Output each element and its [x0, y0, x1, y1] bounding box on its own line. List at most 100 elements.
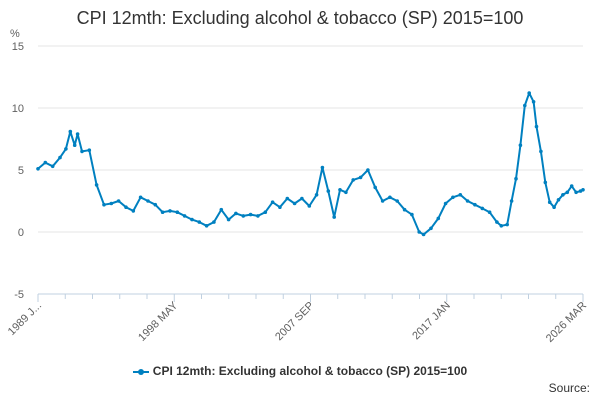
data-point[interactable] [458, 193, 463, 197]
series-layer [36, 91, 585, 237]
data-point[interactable] [182, 214, 187, 218]
data-point[interactable] [320, 165, 325, 170]
y-tick-labels: 15 10 5 0 -5 [12, 41, 24, 301]
data-point[interactable] [569, 184, 574, 188]
data-point[interactable] [197, 220, 202, 224]
data-point[interactable] [523, 103, 527, 108]
data-point[interactable] [36, 167, 40, 171]
data-point[interactable] [429, 226, 433, 231]
legend-marker-icon [132, 368, 149, 375]
data-point[interactable] [451, 195, 455, 200]
data-point[interactable] [168, 209, 172, 213]
data-point[interactable] [539, 149, 543, 154]
data-point[interactable] [518, 143, 523, 147]
data-point[interactable] [388, 195, 392, 200]
data-point[interactable] [565, 190, 570, 195]
data-point[interactable] [248, 212, 253, 217]
data-point[interactable] [373, 185, 378, 190]
data-point[interactable] [68, 129, 73, 134]
data-point[interactable] [278, 205, 282, 209]
data-point[interactable] [436, 216, 441, 221]
data-point[interactable] [487, 210, 492, 214]
x-tick-label: 1998 MAY [136, 299, 181, 344]
data-point[interactable] [226, 217, 231, 222]
data-point[interactable] [499, 224, 504, 228]
data-point[interactable] [480, 206, 485, 211]
data-point[interactable] [234, 211, 238, 216]
data-point[interactable] [153, 202, 158, 207]
data-point[interactable] [204, 224, 209, 228]
data-point[interactable] [175, 210, 180, 214]
data-point[interactable] [43, 160, 48, 165]
data-point[interactable] [358, 175, 363, 180]
x-axis [37, 293, 584, 302]
data-point[interactable] [87, 148, 92, 152]
data-point[interactable] [547, 200, 552, 204]
data-point[interactable] [190, 217, 194, 222]
data-point[interactable] [581, 188, 585, 192]
data-point[interactable] [146, 199, 150, 203]
data-point[interactable] [326, 189, 331, 193]
y-tick-label: 10 [12, 103, 24, 115]
x-tick-labels: 1989 J... 1998 MAY 2007 SEP 2017 JAN 2026 MA… [6, 299, 589, 345]
data-point[interactable] [410, 212, 414, 217]
data-point[interactable] [514, 176, 518, 181]
data-point[interactable] [292, 201, 297, 206]
source-label: Source: [548, 381, 590, 395]
data-point[interactable] [395, 199, 400, 203]
data-point[interactable] [534, 124, 539, 129]
data-point[interactable] [552, 205, 556, 209]
data-point[interactable] [80, 149, 84, 154]
data-point[interactable] [285, 196, 290, 201]
data-point[interactable] [109, 201, 114, 206]
data-point[interactable] [443, 201, 448, 206]
data-point[interactable] [417, 230, 422, 234]
data-point[interactable] [344, 190, 348, 195]
data-point[interactable] [50, 164, 55, 169]
data-point[interactable] [465, 199, 470, 203]
data-point[interactable] [531, 100, 536, 104]
data-point[interactable] [219, 207, 224, 212]
data-point[interactable] [421, 232, 426, 237]
data-point[interactable] [241, 214, 246, 218]
data-point[interactable] [338, 188, 342, 192]
data-point[interactable] [124, 205, 128, 209]
legend[interactable]: CPI 12mth: Excluding alcohol & tobacco (… [0, 364, 600, 378]
data-point[interactable] [314, 193, 319, 197]
y-tick-label: 15 [12, 41, 24, 53]
data-point[interactable] [64, 147, 68, 151]
data-point[interactable] [561, 193, 565, 197]
data-point[interactable] [270, 200, 275, 204]
data-point[interactable] [574, 190, 578, 195]
data-point[interactable] [366, 168, 370, 172]
x-tick-label: 2026 MAR [544, 300, 589, 345]
data-point[interactable] [94, 183, 99, 187]
data-point[interactable] [131, 209, 136, 213]
data-point[interactable] [58, 155, 62, 160]
data-point[interactable] [509, 199, 514, 203]
data-point[interactable] [527, 91, 531, 95]
data-point[interactable] [556, 198, 561, 202]
data-point[interactable] [380, 199, 385, 203]
data-point[interactable] [543, 180, 548, 185]
data-point[interactable] [263, 210, 268, 214]
data-point[interactable] [332, 215, 337, 219]
data-point[interactable] [300, 196, 304, 201]
data-point[interactable] [72, 143, 77, 147]
data-point[interactable] [505, 222, 510, 227]
data-point[interactable] [256, 214, 260, 218]
data-point[interactable] [307, 204, 312, 208]
data-point[interactable] [402, 207, 407, 212]
x-tick-label: 2007 SEP [273, 300, 317, 344]
data-point[interactable] [495, 220, 499, 224]
data-point[interactable] [102, 202, 106, 207]
data-point[interactable] [212, 220, 216, 224]
data-point[interactable] [116, 199, 121, 203]
data-point[interactable] [351, 178, 356, 182]
data-point[interactable] [75, 132, 80, 136]
data-point[interactable] [138, 195, 143, 200]
y-unit-label: % [10, 28, 20, 40]
data-point[interactable] [160, 210, 165, 214]
data-point[interactable] [473, 202, 477, 207]
